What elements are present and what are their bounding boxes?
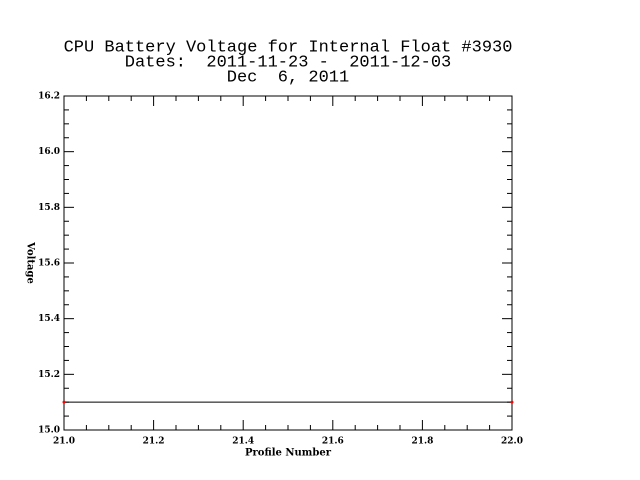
y-tick-label: 15.2 — [38, 370, 60, 380]
y-axis-label: Voltage — [25, 241, 36, 284]
x-tick-label: 22.0 — [501, 437, 523, 447]
chart-title: CPU Battery Voltage for Internal Float #… — [64, 38, 513, 57]
data-point — [510, 400, 514, 404]
x-tick-label: 21.0 — [53, 437, 75, 447]
x-axis-label: Profile Number — [245, 448, 332, 459]
y-tick-label: 15.6 — [38, 259, 60, 269]
chart-date: Dec 6, 2011 — [227, 68, 349, 87]
x-tick-label: 21.2 — [143, 437, 165, 447]
y-tick-label: 15.0 — [38, 426, 60, 436]
x-tick-label: 21.6 — [322, 437, 344, 447]
y-tick-label: 15.8 — [38, 203, 60, 213]
y-tick-label: 15.4 — [38, 314, 60, 324]
x-tick-label: 21.4 — [232, 437, 254, 447]
data-point — [62, 400, 66, 404]
y-tick-label: 16.2 — [38, 92, 60, 102]
chart-subtitle: Dates: 2011-11-23 - 2011-12-03 — [125, 53, 451, 72]
y-tick-label: 16.0 — [38, 147, 60, 157]
x-tick-label: 21.8 — [411, 437, 433, 447]
